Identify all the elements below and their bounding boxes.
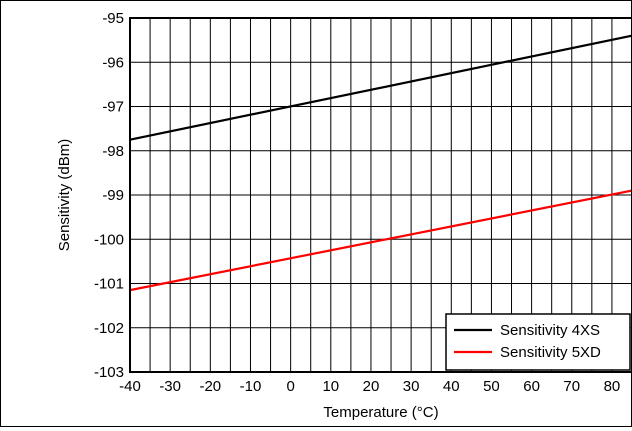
x-tick-label: -20 <box>199 378 221 395</box>
y-tick-label: -96 <box>102 54 124 71</box>
legend: Sensitivity 4XS Sensitivity 5XD <box>445 313 631 371</box>
x-tick-label: 80 <box>604 378 621 395</box>
y-axis-label: Sensitivity (dBm) <box>56 139 73 252</box>
x-tick-label: 60 <box>523 378 540 395</box>
series-line-sensitivity-5xd <box>129 189 632 292</box>
x-axis-tick-labels: -40 -30 -20 -10 0 10 20 30 40 50 60 70 80 <box>119 378 620 395</box>
legend-box <box>445 313 631 371</box>
y-tick-label: -102 <box>94 320 124 337</box>
x-tick-label: 40 <box>443 378 460 395</box>
y-axis-tick-labels: -95 -96 -97 -98 -99 -100 -101 -102 -103 <box>94 10 124 381</box>
legend-label-sensitivity-4xs: Sensitivity 4XS <box>500 322 600 339</box>
x-tick-label: 50 <box>483 378 500 395</box>
x-tick-label: 0 <box>286 378 294 395</box>
x-tick-label: -10 <box>240 378 262 395</box>
x-tick-label: 30 <box>403 378 420 395</box>
x-tick-label: 10 <box>322 378 339 395</box>
x-tick-label: -40 <box>119 378 141 395</box>
grid <box>130 18 632 372</box>
y-tick-label: -99 <box>102 187 124 204</box>
plot-area <box>129 17 632 373</box>
legend-label-sensitivity-5xd: Sensitivity 5XD <box>500 344 601 361</box>
x-axis-label: Temperature (°C) <box>323 404 438 421</box>
series-line-sensitivity-4xs <box>129 34 632 141</box>
y-tick-label: -97 <box>102 99 124 116</box>
y-tick-label: -95 <box>102 10 124 27</box>
series-lines <box>129 34 632 292</box>
y-tick-label: -98 <box>102 143 124 160</box>
y-tick-label: -101 <box>94 276 124 293</box>
x-tick-label: 20 <box>363 378 380 395</box>
y-tick-label: -103 <box>94 364 124 381</box>
x-tick-label: 70 <box>563 378 580 395</box>
y-tick-label: -100 <box>94 231 124 248</box>
x-tick-label: -30 <box>159 378 181 395</box>
